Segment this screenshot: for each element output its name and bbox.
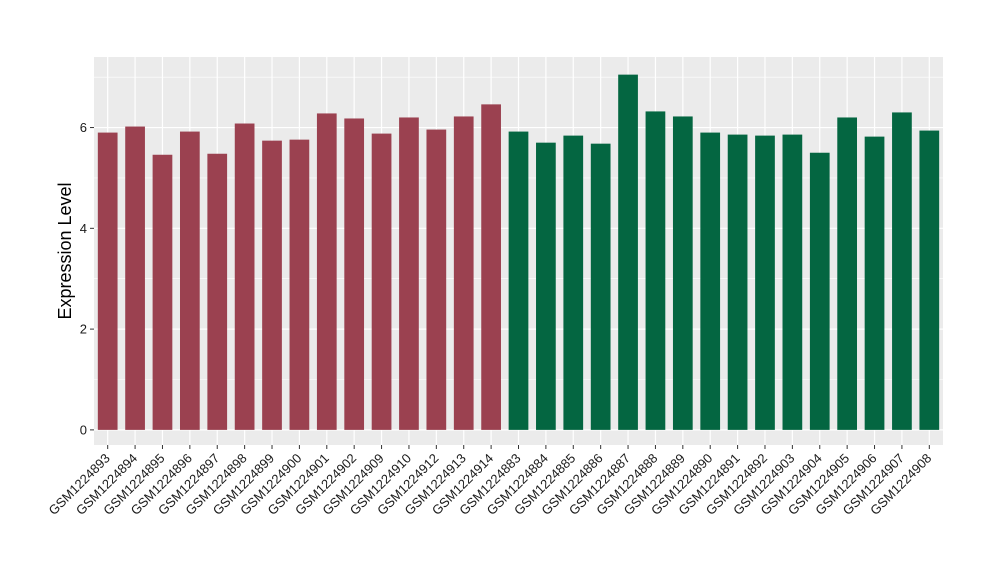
y-axis: 0 2 4 6: [80, 120, 94, 437]
bars: [97, 74, 940, 430]
bar-GSM1224897: [207, 153, 228, 430]
bar-GSM1224903: [782, 134, 803, 430]
bar-GSM1224907: [892, 112, 912, 430]
bar-GSM1224893: [97, 132, 118, 430]
bar-GSM1224905: [837, 117, 858, 430]
bar-GSM1224890: [700, 132, 721, 430]
bar-GSM1224888: [645, 111, 666, 430]
bar-GSM1224889: [672, 116, 693, 430]
bar-GSM1224908: [919, 130, 940, 430]
bar-GSM1224891: [727, 134, 748, 430]
bar-GSM1224883: [508, 131, 529, 430]
bar-GSM1224887: [618, 74, 638, 430]
x-axis: GSM1224893GSM1224894GSM1224895GSM1224896…: [45, 445, 934, 518]
bar-GSM1224885: [563, 135, 584, 430]
bar-GSM1224901: [316, 113, 337, 430]
y-tick-label: 2: [80, 322, 87, 337]
bar-GSM1224900: [289, 139, 310, 430]
bar-GSM1224886: [590, 143, 611, 430]
bar-GSM1224914: [481, 104, 501, 430]
bar-GSM1224909: [371, 133, 392, 430]
bar-GSM1224902: [344, 118, 365, 430]
bar-GSM1224904: [809, 152, 830, 430]
y-tick-label: 0: [80, 422, 87, 437]
y-axis-title: Expression Level: [55, 182, 75, 319]
bar-GSM1224913: [453, 116, 474, 430]
bar-GSM1224884: [536, 142, 556, 430]
bar-GSM1224894: [125, 126, 145, 430]
bar-GSM1224892: [755, 135, 775, 430]
bar-GSM1224899: [262, 140, 282, 430]
bar-GSM1224895: [152, 154, 173, 430]
bar-GSM1224910: [399, 117, 419, 430]
y-tick-label: 4: [80, 221, 87, 236]
bar-GSM1224898: [234, 123, 255, 430]
bar-GSM1224906: [864, 136, 885, 430]
y-tick-label: 6: [80, 120, 87, 135]
bar-GSM1224912: [426, 129, 447, 430]
bar-GSM1224896: [179, 131, 200, 430]
